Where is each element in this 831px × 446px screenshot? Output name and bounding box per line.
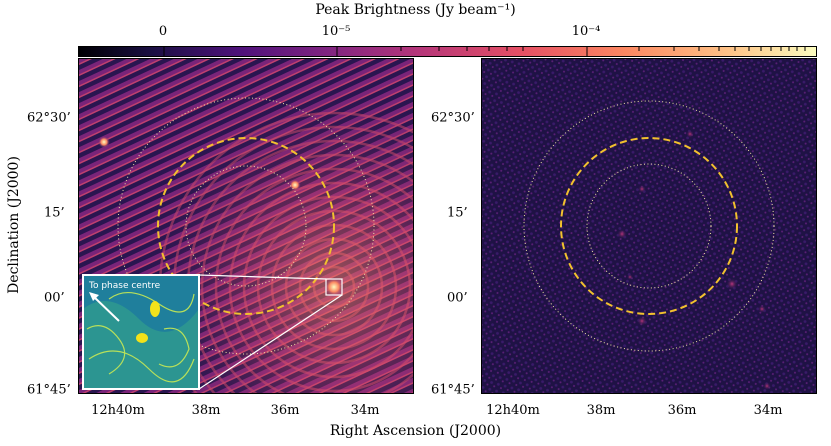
source-marker xyxy=(726,278,738,290)
ra-tick-label: 12h40m xyxy=(486,403,540,418)
colorbar-tick-label: 0 xyxy=(158,24,168,39)
right-image-panel xyxy=(481,58,817,394)
source-marker xyxy=(758,305,766,313)
ra-tick-label: 34m xyxy=(753,403,783,418)
colorbar-title: Peak Brightness (Jy beam⁻¹) xyxy=(315,2,516,18)
source-marker xyxy=(627,274,633,280)
zoom-box xyxy=(325,278,343,296)
ra-tick-label: 38m xyxy=(586,403,616,418)
source-marker xyxy=(637,316,647,326)
colorbar xyxy=(78,46,817,57)
inset-zoom xyxy=(82,274,200,390)
dec-tick-label: 62°30’ xyxy=(27,110,71,126)
inner-dotted-circle xyxy=(586,163,712,289)
primary-beam-circle xyxy=(157,137,335,315)
dec-tick-label: 15’ xyxy=(447,205,468,221)
inset-source-blob xyxy=(136,333,148,343)
inset-source-blob xyxy=(150,301,160,317)
colorbar-tick-label: 10⁻⁴ xyxy=(571,24,601,39)
left-image-panel: To phase centre xyxy=(78,58,414,394)
bright-source-marker xyxy=(324,277,344,297)
ra-tick-label: 36m xyxy=(667,403,697,418)
primary-beam-circle xyxy=(560,137,738,315)
right-panel-background xyxy=(482,59,816,393)
dec-tick-label: 15’ xyxy=(44,205,65,221)
colorbar-tick-label: 10⁻⁵ xyxy=(321,24,351,39)
phase-centre-arrow xyxy=(92,295,120,322)
dec-tick-label: 61°45’ xyxy=(27,382,71,398)
ra-tick-label: 38m xyxy=(191,403,221,418)
dec-tick-label: 00’ xyxy=(44,290,65,306)
ra-tick-label: 12h40m xyxy=(91,403,145,418)
inset-label: To phase centre xyxy=(89,281,161,291)
x-axis-title: Right Ascension (J2000) xyxy=(329,423,502,439)
dec-tick-label: 61°45’ xyxy=(431,382,475,398)
source-marker xyxy=(686,130,694,138)
outer-dotted-circle xyxy=(523,100,775,352)
dec-tick-label: 62°30’ xyxy=(431,110,475,126)
source-marker xyxy=(617,229,627,239)
ra-tick-label: 36m xyxy=(270,403,300,418)
y-axis-title: Declination (J2000) xyxy=(6,156,22,294)
source-marker xyxy=(763,382,771,390)
source-marker xyxy=(289,179,301,191)
inner-dotted-circle xyxy=(185,165,307,287)
source-marker xyxy=(98,136,110,148)
source-marker xyxy=(638,185,646,193)
dec-tick-label: 00’ xyxy=(447,290,468,306)
ra-tick-label: 34m xyxy=(350,403,380,418)
outer-dotted-circle xyxy=(117,97,375,355)
